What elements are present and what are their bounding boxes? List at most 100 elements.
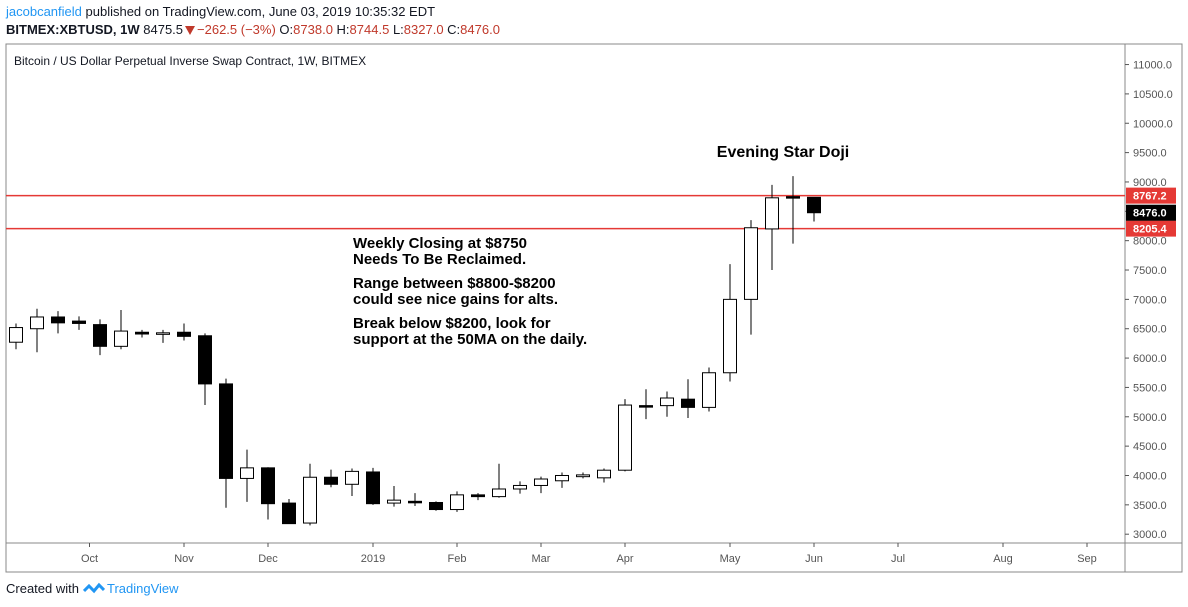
candle-body — [597, 469, 611, 479]
candle-body — [660, 397, 674, 407]
time-tick-label: Aug — [993, 553, 1013, 565]
open-value: 8738.0 — [293, 22, 333, 37]
doji-annotation: Evening Star Doji — [717, 144, 849, 161]
candle-body — [639, 405, 653, 408]
candle-body — [744, 227, 758, 300]
horizontal-levels — [6, 194, 1125, 230]
note-line: Needs To Be Reclaimed. — [353, 251, 526, 268]
price-tick-label: 4000.0 — [1133, 470, 1167, 482]
chart-frame — [5, 43, 1183, 573]
candle-body — [576, 474, 590, 478]
price-tick-label: 10500.0 — [1133, 89, 1173, 101]
candle-body — [303, 476, 317, 524]
level-badge: 8767.2 — [1133, 191, 1167, 203]
candle-body — [723, 298, 737, 374]
time-tick-label: May — [720, 553, 741, 565]
symbol-info: BITMEX:XBTUSD, 1W 8475.5 −262.5 (−3%) O:8… — [6, 22, 500, 37]
candle-body — [681, 398, 695, 408]
time-tick-label: Jul — [891, 553, 905, 565]
level-badge-bg — [1126, 187, 1176, 204]
price-tick-label: 10000.0 — [1133, 118, 1173, 130]
last-price: 8475.5 — [143, 22, 184, 37]
price-tick-label: 7000.0 — [1133, 294, 1167, 306]
candle-body — [513, 484, 527, 490]
last-price-badge-bg — [1126, 204, 1176, 221]
open-label: O: — [279, 22, 294, 37]
price-tick-label: 6000.0 — [1133, 353, 1167, 365]
candle-body — [177, 331, 191, 337]
candle-body — [198, 335, 212, 385]
candle-body — [345, 470, 359, 485]
candle-body — [786, 196, 800, 199]
high-label: H: — [336, 22, 350, 37]
price-tick-label: 5000.0 — [1133, 412, 1167, 424]
candle-body — [156, 332, 170, 335]
candle-body — [282, 502, 296, 525]
candle-body — [471, 494, 485, 498]
candle-body — [135, 331, 149, 335]
level-badge: 8205.4 — [1133, 224, 1168, 236]
time-tick-label: Nov — [174, 553, 194, 565]
note-line: support at the 50MA on the daily. — [353, 331, 587, 348]
candle-body — [387, 499, 401, 504]
close-label: C: — [447, 22, 461, 37]
price-tick-label: 8000.0 — [1133, 236, 1167, 248]
candle-body — [72, 320, 86, 324]
candles — [9, 176, 821, 526]
publish-info: jacobcanfield published on TradingView.c… — [6, 4, 435, 19]
down-arrow-icon — [185, 26, 196, 35]
price-tick-label: 6500.0 — [1133, 324, 1167, 336]
author-link[interactable]: jacobcanfield — [6, 4, 82, 19]
candle-body — [9, 327, 23, 343]
time-tick-label: Mar — [532, 553, 551, 565]
low-value: 8327.0 — [403, 22, 444, 37]
price-axis: 11000.010500.010000.09500.09000.08500.08… — [1125, 60, 1173, 541]
candle-body — [450, 494, 464, 511]
price-tick-label: 11000.0 — [1133, 60, 1172, 72]
time-tick-label: Feb — [448, 553, 467, 565]
price-tick-label: 9500.0 — [1133, 148, 1167, 160]
level-badge-bg — [1126, 220, 1176, 237]
time-tick-label: 2019 — [361, 553, 385, 565]
time-tick-label: Dec — [258, 553, 278, 565]
candle-body — [765, 197, 779, 230]
price-tick-label: 9000.0 — [1133, 177, 1167, 189]
last-price-badge: 8476.0 — [1133, 208, 1167, 220]
high-value: 8744.5 — [349, 22, 390, 37]
candle-body — [51, 316, 65, 324]
candle-body — [261, 467, 275, 505]
candle-body — [408, 500, 422, 504]
candle-body — [93, 324, 107, 347]
footer: Created with TradingView — [6, 581, 179, 596]
note-line: Weekly Closing at $8750 — [353, 235, 527, 252]
candle-body — [219, 383, 233, 479]
candle-body — [618, 404, 632, 471]
close-value: 8476.0 — [460, 22, 500, 37]
price-tick-label: 3000.0 — [1133, 529, 1167, 541]
time-axis: Oct Nov Dec 2019 Feb Mar Apr May Jun Jul Aug Sep — [81, 543, 1097, 565]
symbol-label: BITMEX:XBTUSD, 1W — [6, 22, 140, 37]
time-tick-label: Apr — [616, 553, 633, 565]
candle-body — [324, 476, 338, 485]
candle-body — [555, 474, 569, 482]
candle-body — [240, 467, 254, 479]
price-tick-label: 7500.0 — [1133, 265, 1167, 277]
candle-body — [807, 196, 821, 214]
note-line: could see nice gains for alts. — [353, 291, 558, 308]
candle-body — [492, 488, 506, 498]
tradingview-link[interactable]: TradingView — [106, 581, 179, 596]
published-text: published on TradingView.com, June 03, 2… — [81, 4, 436, 19]
candle-body — [366, 471, 380, 505]
low-label: L: — [392, 22, 404, 37]
note-line: Range between $8800-$8200 — [353, 275, 556, 292]
time-tick-label: Oct — [81, 553, 98, 565]
candle-body — [702, 372, 716, 408]
price-badges: 8767.2 8205.4 8476.0 — [1126, 187, 1176, 237]
time-tick-label: Sep — [1077, 553, 1097, 565]
note-line: Break below $8200, look for — [353, 315, 551, 332]
price-tick-label: 5500.0 — [1133, 382, 1167, 394]
created-with-label: Created with — [6, 581, 79, 596]
price-tick-label: 4500.0 — [1133, 441, 1167, 453]
